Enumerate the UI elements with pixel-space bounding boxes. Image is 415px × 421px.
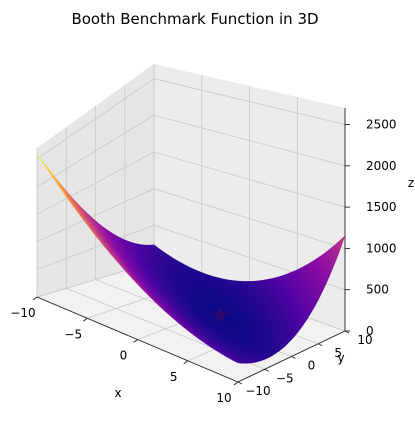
x-tick (183, 360, 189, 365)
z-tick-label: 0 (366, 324, 374, 338)
x-tick-label: 10 (216, 391, 231, 405)
axis-panes (37, 64, 345, 382)
y-tick (318, 343, 323, 347)
x-tick-label: 5 (170, 370, 178, 384)
y-tick-label: 0 (308, 359, 316, 373)
x-tick (233, 381, 239, 386)
z-grid-line (36, 114, 346, 187)
z-tick-label: 500 (366, 283, 389, 297)
z-grid-line (36, 224, 346, 291)
x-tick-label: 0 (120, 349, 128, 363)
y-tick (264, 368, 269, 372)
x-tick-label: −5 (64, 327, 82, 341)
y-tick (237, 381, 243, 385)
z-tick-label: 1000 (366, 241, 397, 255)
z-grid-line (36, 151, 346, 215)
y-tick-label: 10 (357, 333, 372, 347)
x-tick (32, 296, 38, 301)
z-axis-label: z (408, 176, 414, 190)
z-tick-label: 2500 (366, 118, 397, 132)
surface-facet (36, 153, 46, 167)
x-tick (133, 339, 138, 343)
minimum-marker-layer (211, 306, 229, 323)
z-tick-label: 2000 (366, 159, 397, 173)
y-tick-label: −10 (245, 384, 270, 398)
z-grid-line (36, 188, 346, 249)
y-tick-label: −5 (276, 371, 294, 385)
z-grid-line (36, 78, 346, 160)
x-axis-label: x (114, 386, 121, 400)
x-tick-label: −10 (10, 306, 35, 320)
z-tick-label: 1500 (366, 200, 397, 214)
y-axis-label: y (337, 351, 344, 365)
x-tick (82, 317, 88, 322)
y-tick-label: 5 (334, 346, 342, 360)
chart-title: Booth Benchmark Function in 3D (71, 10, 318, 28)
surface-mesh (36, 153, 346, 364)
y-tick (291, 356, 296, 359)
minimum-marker (211, 306, 229, 323)
